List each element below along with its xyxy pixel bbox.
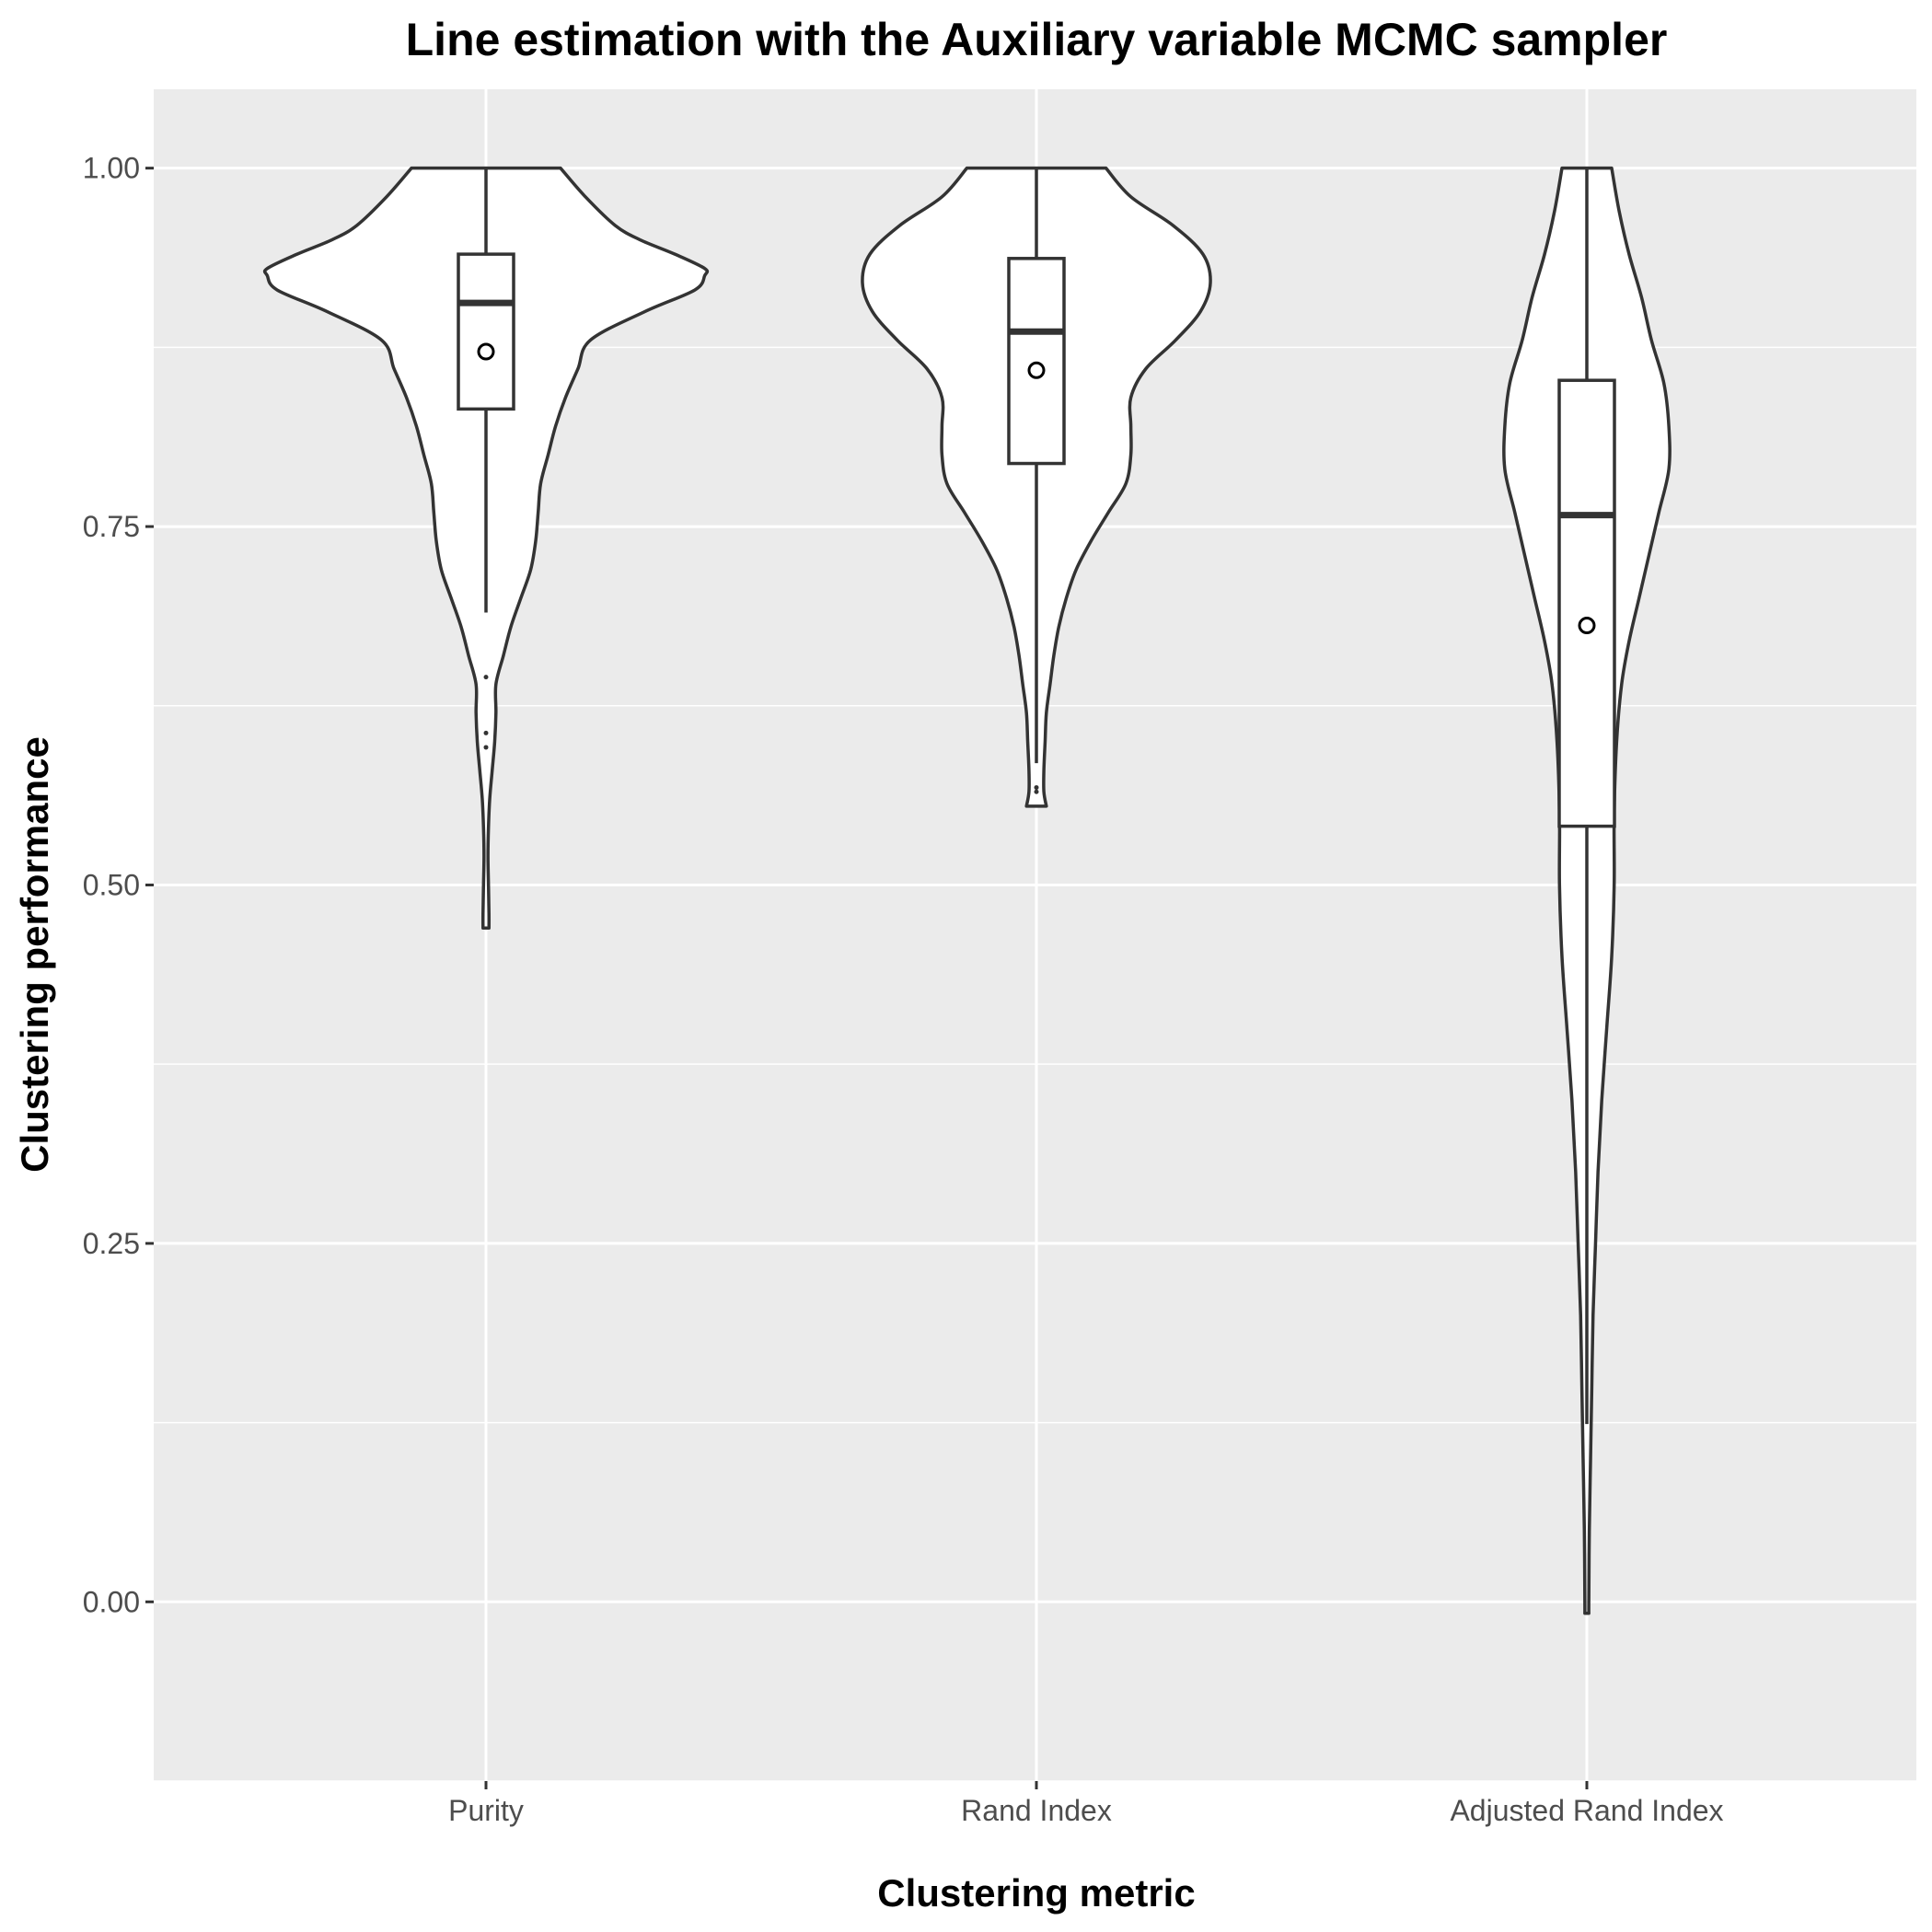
mean-point-adjusted-rand-index xyxy=(1578,617,1596,635)
outlier-point-rand-index xyxy=(1034,789,1039,794)
boxplots xyxy=(457,168,1616,1425)
mean-point-purity xyxy=(477,342,495,361)
outlier-point-purity xyxy=(483,745,489,750)
outlier-point-rand-index xyxy=(1034,785,1039,791)
x-tick-label: Purity xyxy=(448,1794,524,1827)
y-axis-title: Clustering performance xyxy=(13,736,56,1173)
y-tick-label: 0.75 xyxy=(83,510,140,543)
box-rand-index xyxy=(1007,257,1066,466)
y-tick-label: 0.50 xyxy=(83,868,140,901)
box-adjusted-rand-index xyxy=(1557,378,1616,828)
y-tick-label: 1.00 xyxy=(83,152,140,185)
box-purity xyxy=(457,252,515,411)
x-axis-title: Clustering metric xyxy=(877,1871,1195,1915)
y-axis: 0.00 0.25 0.50 0.75 1.00 xyxy=(83,152,154,1618)
y-tick-label: 0.00 xyxy=(83,1585,140,1618)
outlier-point-purity xyxy=(483,675,489,680)
x-tick-label: Adjusted Rand Index xyxy=(1450,1794,1723,1827)
x-axis: Purity Rand Index Adjusted Rand Index xyxy=(448,1781,1724,1827)
outlier-point-purity xyxy=(483,730,489,735)
y-tick-label: 0.25 xyxy=(83,1227,140,1260)
mean-point-rand-index xyxy=(1027,361,1046,379)
chart-title: Line estimation with the Auxiliary varia… xyxy=(406,14,1668,65)
x-tick-label: Rand Index xyxy=(961,1794,1112,1827)
